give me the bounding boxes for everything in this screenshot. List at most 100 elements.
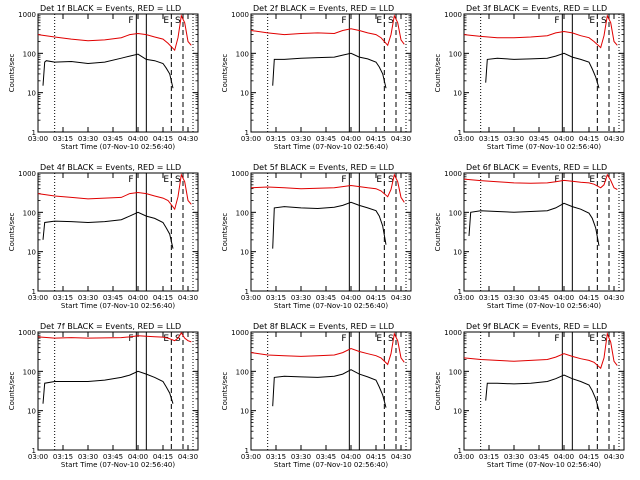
y-tick-label: 10 <box>453 249 462 257</box>
marker-label: F <box>128 16 133 26</box>
panel-title: Det 8f BLACK = Events, RED = LLD <box>253 322 394 331</box>
x-tick-label: 04:30 <box>391 453 411 461</box>
x-tick-label: 04:30 <box>178 453 198 461</box>
x-tick-label: 03:15 <box>266 135 286 143</box>
series-lld-line <box>37 173 192 211</box>
x-tick-label: 03:00 <box>454 453 474 461</box>
x-tick-label: 03:15 <box>479 453 499 461</box>
x-tick-label: 03:15 <box>53 453 73 461</box>
y-tick-label: 1000 <box>18 329 36 337</box>
panel-title: Det 9f BLACK = Events, RED = LLD <box>466 322 607 331</box>
x-tick-label: 04:00 <box>128 135 148 143</box>
marker-label: S <box>601 16 607 26</box>
y-tick-label: 100 <box>236 50 249 58</box>
x-tick-label: 04:30 <box>391 294 411 302</box>
x-tick-label: 03:30 <box>291 453 311 461</box>
x-tick-label: 04:30 <box>178 294 198 302</box>
x-tick-label: 03:30 <box>504 453 524 461</box>
marker-label: E <box>163 175 169 185</box>
panel-title: Det 5f BLACK = Events, RED = LLD <box>253 163 394 172</box>
plot-frame <box>463 331 625 451</box>
x-tick-label: 04:00 <box>128 294 148 302</box>
x-tick-label: 03:00 <box>28 135 48 143</box>
x-tick-label: 04:15 <box>153 294 173 302</box>
marker-label: F <box>554 334 559 344</box>
marker-label: S <box>175 16 181 26</box>
y-tick-label: 10 <box>240 90 249 98</box>
panel-title: Det 1f BLACK = Events, RED = LLD <box>40 4 181 13</box>
y-tick-label: 10 <box>240 408 249 416</box>
y-tick-label: 100 <box>449 50 462 58</box>
y-axis-label: Counts/sec <box>434 372 442 411</box>
x-tick-label: 04:00 <box>341 135 361 143</box>
y-tick-label: 1 <box>245 129 249 137</box>
x-tick-label: 03:45 <box>103 135 123 143</box>
panel-title: Det 3f BLACK = Events, RED = LLD <box>466 4 607 13</box>
y-tick-label: 1 <box>32 129 36 137</box>
detector-panel: Det 1f BLACK = Events, RED = LLD 1 10 100 10… <box>8 4 199 151</box>
panel-title: Det 4f BLACK = Events, RED = LLD <box>40 163 181 172</box>
x-tick-label: 03:00 <box>241 294 261 302</box>
marker-label: E <box>376 334 382 344</box>
y-tick-label: 100 <box>449 368 462 376</box>
x-tick-label: 03:15 <box>53 294 73 302</box>
marker-label: S <box>601 334 607 344</box>
marker-label: E <box>589 334 595 344</box>
y-tick-label: 10 <box>453 408 462 416</box>
panel-title: Det 7f BLACK = Events, RED = LLD <box>40 322 181 331</box>
series-lld-line <box>463 173 618 190</box>
series-lld-line <box>37 331 192 343</box>
series-lld-line <box>463 14 618 49</box>
x-tick-label: 03:15 <box>479 294 499 302</box>
plot-frame <box>463 172 625 292</box>
x-axis-label: Start Time (07-Nov-10 02:56:40) <box>274 302 388 310</box>
x-tick-label: 04:30 <box>604 294 624 302</box>
detector-panel: Det 5f BLACK = Events, RED = LLD 1 10 100 10… <box>221 163 412 310</box>
x-tick-label: 03:45 <box>316 294 336 302</box>
marker-label: E <box>589 16 595 26</box>
x-tick-label: 03:45 <box>316 135 336 143</box>
x-tick-label: 03:45 <box>103 294 123 302</box>
marker-label: F <box>554 175 559 185</box>
marker-label: F <box>554 16 559 26</box>
y-axis-label: Counts/sec <box>8 213 16 252</box>
detector-panel: Det 3f BLACK = Events, RED = LLD 1 10 100 10… <box>434 4 625 151</box>
series-lld-line <box>37 14 192 52</box>
y-tick-label: 1 <box>245 288 249 296</box>
x-tick-label: 03:15 <box>266 453 286 461</box>
x-tick-label: 03:45 <box>529 294 549 302</box>
y-tick-label: 100 <box>236 368 249 376</box>
x-tick-label: 04:30 <box>391 135 411 143</box>
x-tick-label: 03:30 <box>291 294 311 302</box>
y-tick-label: 10 <box>27 408 36 416</box>
detector-panel: Det 7f BLACK = Events, RED = LLD 1 10 100 10… <box>8 322 199 469</box>
series-lld-line <box>250 332 405 366</box>
marker-label: S <box>388 334 394 344</box>
plot-frame <box>250 331 412 451</box>
detector-panel: Det 4f BLACK = Events, RED = LLD 1 10 100 10… <box>8 163 199 310</box>
y-axis-label: Counts/sec <box>434 54 442 93</box>
panel-title: Det 6f BLACK = Events, RED = LLD <box>466 163 607 172</box>
x-tick-label: 03:30 <box>504 294 524 302</box>
marker-label: F <box>341 334 346 344</box>
x-tick-label: 04:00 <box>554 294 574 302</box>
x-axis-label: Start Time (07-Nov-10 02:56:40) <box>274 461 388 469</box>
y-axis-label: Counts/sec <box>221 372 229 411</box>
series-events-line <box>468 202 600 246</box>
marker-label: E <box>376 16 382 26</box>
y-tick-label: 10 <box>27 90 36 98</box>
y-tick-label: 1000 <box>231 329 249 337</box>
y-axis-label: Counts/sec <box>8 372 16 411</box>
series-lld-line <box>250 173 405 203</box>
x-axis-label: Start Time (07-Nov-10 02:56:40) <box>274 143 388 151</box>
series-events-line <box>42 53 174 89</box>
y-tick-label: 1000 <box>231 170 249 178</box>
x-tick-label: 04:00 <box>341 294 361 302</box>
x-tick-label: 03:30 <box>504 135 524 143</box>
y-tick-label: 1 <box>458 447 462 455</box>
marker-label: F <box>341 16 346 26</box>
x-axis-label: Start Time (07-Nov-10 02:56:40) <box>487 302 601 310</box>
y-tick-label: 100 <box>23 368 36 376</box>
x-axis-label: Start Time (07-Nov-10 02:56:40) <box>61 302 175 310</box>
